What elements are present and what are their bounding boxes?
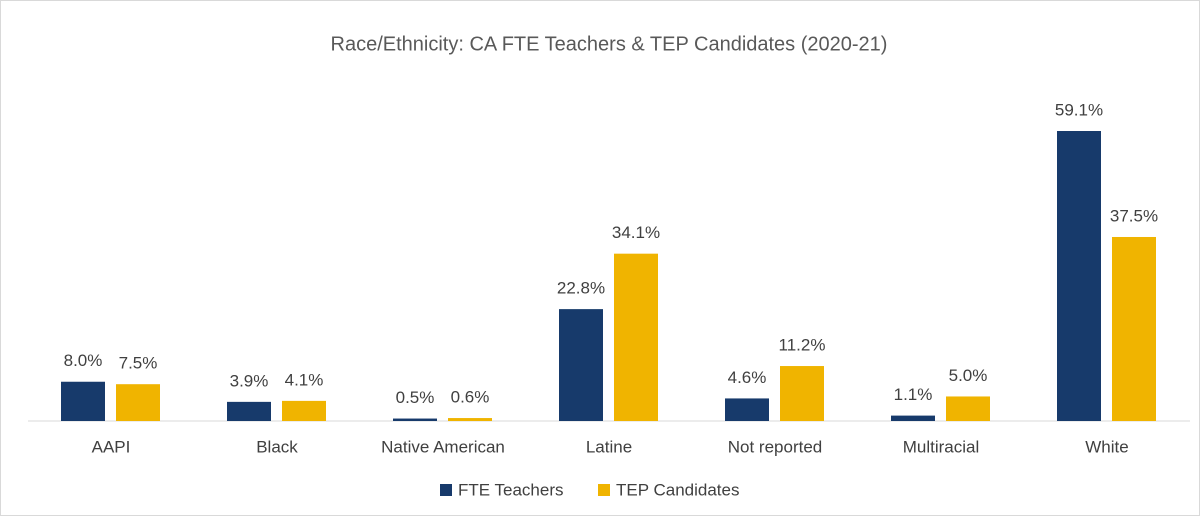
x-tick-label: Black: [256, 437, 298, 456]
x-tick-label: Latine: [586, 437, 632, 456]
x-tick-label: White: [1085, 437, 1128, 456]
bar: [227, 401, 271, 421]
bar: [614, 253, 658, 421]
bar: [1057, 131, 1101, 421]
value-label: 1.1%: [894, 385, 933, 404]
bar: [1112, 236, 1156, 421]
value-label: 3.9%: [230, 371, 269, 390]
value-label: 22.8%: [557, 279, 605, 298]
bar: [559, 309, 603, 421]
bar: [780, 366, 824, 421]
legend-label: TEP Candidates: [616, 480, 739, 499]
legend-label: FTE Teachers: [458, 480, 564, 499]
value-label: 0.5%: [396, 388, 435, 407]
legend-swatch: [598, 484, 610, 496]
x-tick-label: Native American: [381, 437, 505, 456]
x-tick-label: Multiracial: [903, 437, 980, 456]
value-label: 59.1%: [1055, 100, 1103, 119]
bar: [393, 418, 437, 421]
bar: [946, 396, 990, 421]
x-tick-label: AAPI: [92, 437, 131, 456]
legend-swatch: [440, 484, 452, 496]
chart-title: Race/Ethnicity: CA FTE Teachers & TEP Ca…: [331, 33, 888, 55]
value-label: 34.1%: [612, 223, 660, 242]
value-label: 37.5%: [1110, 206, 1158, 225]
value-label: 11.2%: [779, 336, 826, 355]
bar: [282, 400, 326, 421]
bar: [891, 415, 935, 421]
value-label: 0.6%: [451, 388, 490, 407]
bar: [725, 398, 769, 421]
value-label: 4.6%: [728, 368, 767, 387]
value-label: 5.0%: [949, 366, 988, 385]
x-tick-label: Not reported: [728, 437, 823, 456]
bar: [116, 384, 160, 421]
value-label: 4.1%: [285, 370, 324, 389]
value-label: 8.0%: [64, 351, 103, 370]
value-label: 7.5%: [119, 354, 158, 373]
bar: [448, 418, 492, 421]
bar: [61, 381, 105, 421]
